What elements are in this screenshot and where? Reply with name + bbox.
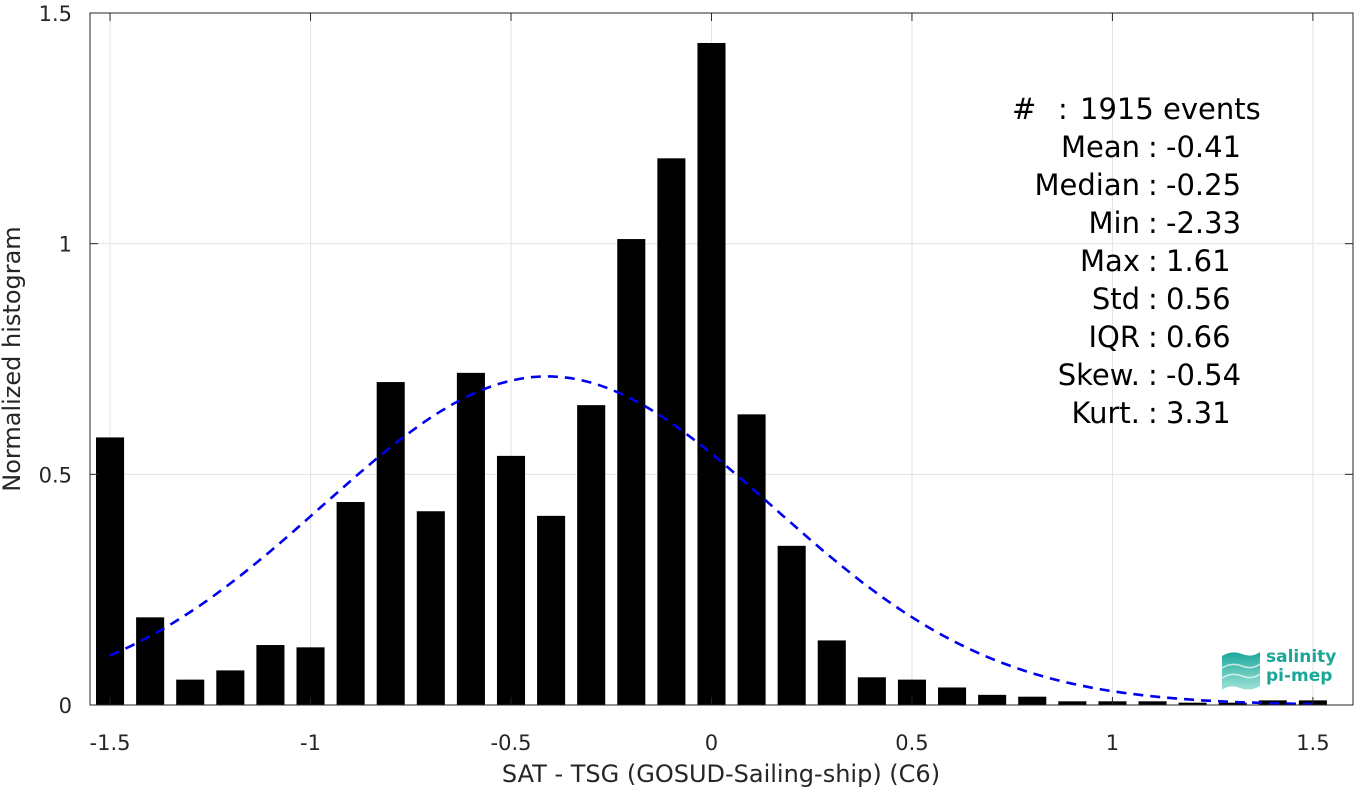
stat-row: # :1915 events [1000, 90, 1290, 128]
stat-label: Mean [1060, 130, 1140, 164]
histogram-bar [617, 239, 646, 705]
logo-waves-icon [1221, 652, 1261, 690]
stat-row: Skew.: -0.54 [1000, 356, 1290, 394]
stat-value: -0.54 [1166, 358, 1242, 392]
stat-colon: : [1148, 282, 1158, 316]
logo-line1: salinity [1266, 647, 1337, 667]
histogram-bar [737, 414, 766, 705]
histogram-bar [256, 645, 285, 705]
logo-line2: pi-mep [1266, 666, 1333, 686]
histogram-bar [336, 502, 365, 705]
logo-text: salinity pi-mep [1266, 648, 1336, 686]
histogram-bar [1138, 701, 1167, 705]
stat-value: -0.41 [1166, 130, 1242, 164]
histogram-bar [697, 42, 726, 705]
stat-colon: : [1148, 320, 1158, 354]
stat-label: Std [1091, 282, 1140, 316]
x-axis-label: SAT - TSG (GOSUD-Sailing-ship) (C6) [502, 760, 940, 787]
stat-value: -0.25 [1166, 168, 1242, 202]
histogram-bar [1178, 702, 1207, 705]
histogram-bar [777, 545, 806, 705]
stat-label: Median [1034, 168, 1140, 202]
y-tick-label: 1 [59, 233, 72, 257]
histogram-bar [938, 687, 967, 705]
histogram-bar [96, 437, 125, 705]
stat-value: 1915 events [1080, 92, 1261, 126]
histogram-bar [416, 511, 445, 705]
stat-row: Min: -2.33 [1000, 204, 1290, 242]
axis-ticks: -1.5 -1 -0.5 0 0.5 1 1.5 0 0.5 1 1.5 [39, 2, 1353, 755]
histogram-bar [176, 679, 205, 705]
stat-colon: : [1148, 130, 1158, 164]
y-axis-label: Normalized histogram [0, 226, 26, 491]
stat-value: 3.31 [1166, 396, 1231, 430]
histogram-bar [216, 670, 245, 705]
histogram-bar [376, 382, 405, 705]
stat-colon: : [1148, 358, 1158, 392]
stat-value: -2.33 [1166, 206, 1242, 240]
salinity-pi-mep-logo: salinity pi-mep [1216, 646, 1346, 694]
stat-label: Max [1080, 244, 1140, 278]
stat-row: Std:0.56 [1000, 280, 1290, 318]
histogram-bar [537, 515, 566, 705]
stat-row: IQR:0.66 [1000, 318, 1290, 356]
stat-colon: : [1148, 396, 1158, 430]
stat-colon: : [1148, 206, 1158, 240]
y-tick-label: 1.5 [39, 2, 72, 26]
stat-value: 0.66 [1166, 320, 1231, 354]
y-tick-label: 0.5 [39, 463, 72, 487]
y-tick-label: 0 [59, 694, 72, 718]
stat-row: Max:1.61 [1000, 242, 1290, 280]
x-tick-label: 1 [1106, 731, 1119, 755]
stat-label: # [1012, 92, 1055, 126]
x-tick-label: 0 [705, 731, 718, 755]
histogram-bar [1018, 696, 1047, 705]
stat-label: Min [1088, 206, 1140, 240]
normal-fit-curve [109, 375, 1313, 706]
histogram-bar [577, 405, 606, 705]
x-tick-label: 1.5 [1296, 731, 1329, 755]
stat-label: IQR [1088, 320, 1140, 354]
stat-label: Skew. [1057, 358, 1140, 392]
histogram-bars [96, 42, 1327, 705]
plot-frame [89, 12, 1354, 706]
histogram-bar [978, 694, 1007, 705]
x-tick-label: 0.5 [895, 731, 928, 755]
histogram-bar [817, 640, 846, 705]
stat-colon: : [1148, 168, 1158, 202]
histogram-bar [296, 647, 325, 705]
histogram-bar [496, 455, 526, 705]
stat-row: Kurt.:3.31 [1000, 394, 1290, 432]
stat-value: 1.61 [1166, 244, 1231, 278]
stat-label: Kurt. [1071, 396, 1140, 430]
histogram-bar [857, 677, 886, 705]
stat-colon: : [1148, 244, 1158, 278]
stat-row: Median: -0.25 [1000, 166, 1290, 204]
histogram-bar [657, 158, 686, 705]
histogram-bar [1218, 702, 1247, 705]
x-tick-label: -1 [300, 731, 321, 755]
x-tick-label: -1.5 [90, 731, 131, 755]
x-tick-label: -0.5 [491, 731, 532, 755]
stat-value: 0.56 [1166, 282, 1231, 316]
stat-row: Mean: -0.41 [1000, 128, 1290, 166]
histogram-bar [1058, 701, 1087, 705]
stat-colon: : [1058, 92, 1068, 126]
histogram-bar [456, 372, 485, 705]
